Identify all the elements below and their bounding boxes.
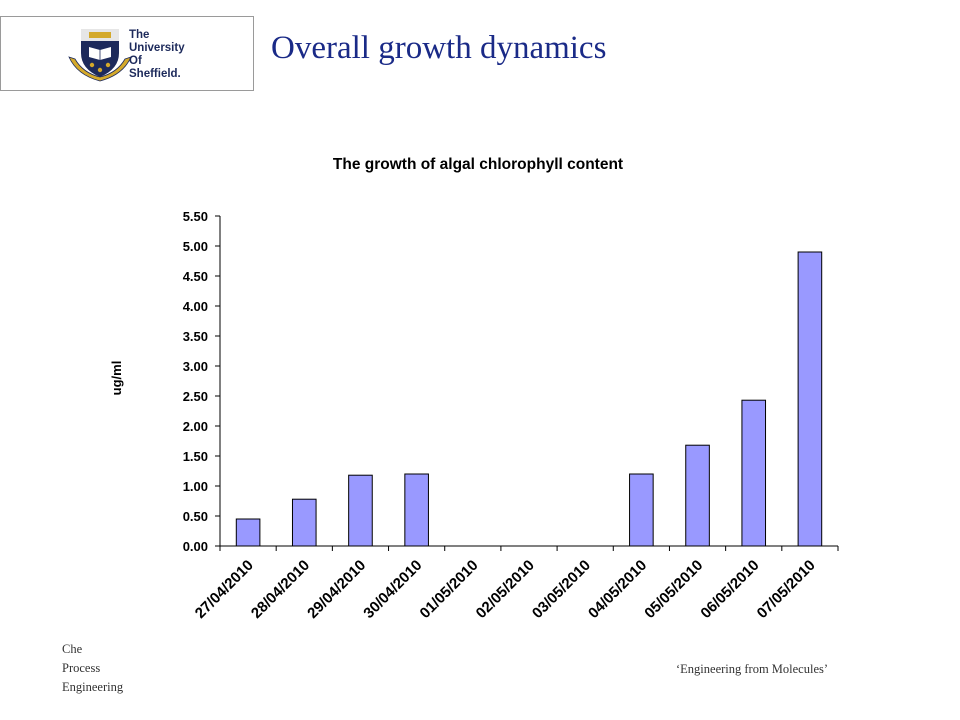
- x-tick-label: 02/05/2010: [473, 557, 538, 622]
- slide-title: Overall growth dynamics: [271, 30, 607, 66]
- logo-line-4: Sheffield.: [129, 68, 181, 80]
- y-tick-label: 2.00: [183, 419, 208, 434]
- footer-left-line-2: Process: [62, 661, 101, 675]
- x-tick-label: 06/05/2010: [697, 557, 762, 622]
- y-tick-label: 0.00: [183, 539, 208, 554]
- bar: [404, 473, 429, 547]
- x-tick-label: 28/04/2010: [248, 557, 313, 622]
- x-tick-label: 01/05/2010: [417, 557, 482, 622]
- footer-left-line-1: Che: [62, 642, 83, 656]
- y-tick-label: 3.00: [183, 359, 208, 374]
- y-tick-label: 5.00: [183, 239, 208, 254]
- y-tick-label: 4.50: [183, 269, 208, 284]
- university-crest-icon: [68, 29, 132, 82]
- footer-department: Che Process Engineering: [62, 640, 123, 697]
- x-tick-label: 05/05/2010: [641, 557, 706, 622]
- logo-line-3: Of: [129, 55, 142, 67]
- bar: [629, 473, 654, 547]
- y-tick-label: 4.00: [183, 299, 208, 314]
- x-tick-label: 29/04/2010: [304, 557, 369, 622]
- footer-tagline: ‘Engineering from Molecules’: [676, 662, 829, 676]
- x-tick-label: 04/05/2010: [585, 557, 650, 622]
- x-tick-label: 27/04/2010: [192, 557, 257, 622]
- bar-chart: The growth of algal chlorophyll content …: [109, 156, 839, 622]
- chart-title: The growth of algal chlorophyll content: [333, 156, 623, 173]
- bar: [797, 251, 823, 547]
- bar: [291, 498, 317, 547]
- bar: [235, 518, 261, 547]
- y-tick-label: 0.50: [183, 509, 208, 524]
- x-tick-label: 07/05/2010: [754, 557, 819, 622]
- y-axis-label: ug/ml: [109, 361, 124, 396]
- university-logo: The University Of Sheffield.: [0, 16, 254, 91]
- y-tick-label: 1.00: [183, 479, 208, 494]
- bar: [348, 474, 373, 547]
- y-tick-label: 3.50: [183, 329, 208, 344]
- y-tick-label: 5.50: [183, 209, 208, 224]
- y-tick-label: 1.50: [183, 449, 208, 464]
- logo-wordmark: The University Of Sheffield.: [129, 29, 185, 81]
- bar: [741, 399, 767, 547]
- y-tick-label: 2.50: [183, 389, 208, 404]
- logo-line-2: University: [129, 42, 185, 54]
- x-tick-label: 30/04/2010: [360, 557, 425, 622]
- bar: [685, 444, 710, 547]
- x-tick-label: 03/05/2010: [529, 557, 594, 622]
- logo-line-1: The: [129, 29, 150, 41]
- plot-area: 0.00 0.50 1.00 1.50 2.00 2.50 3.00 3.50 4.00 4.50…: [183, 209, 839, 622]
- footer-left-line-3: Engineering: [62, 680, 124, 694]
